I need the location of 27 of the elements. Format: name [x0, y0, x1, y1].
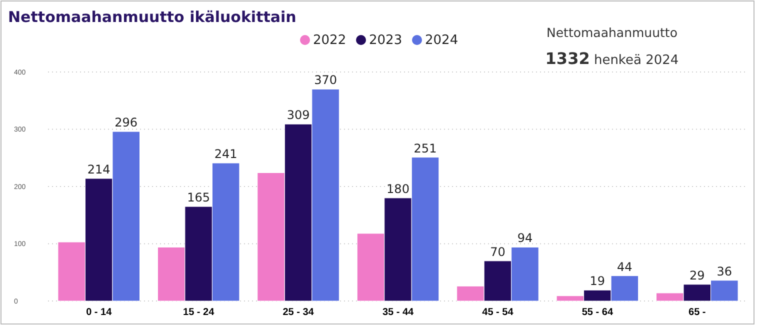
data-label: 296: [114, 116, 138, 130]
text: Nettomaahanmuutto: [546, 25, 678, 40]
data-label: 70: [490, 244, 506, 259]
data-label: 309: [286, 108, 310, 122]
data-label: 29: [690, 268, 705, 282]
data-label: 214: [87, 162, 110, 176]
x-tick-label: 35 - 44: [382, 307, 414, 318]
text: 1332 henkeä 2024: [545, 49, 679, 68]
x-tick-label: 55 - 64: [582, 307, 614, 318]
legend-label: 2022: [313, 33, 346, 48]
data-label: 44: [617, 260, 632, 274]
data-label: 36: [716, 264, 732, 278]
data-label: 241: [214, 147, 238, 162]
data-label: 94: [517, 231, 533, 246]
data-label: 19: [590, 274, 606, 288]
data-label: 370: [314, 73, 337, 88]
x-tick-label: 15 - 24: [183, 307, 215, 318]
legend-label: 2024: [425, 33, 458, 48]
x-tick-label: 65 -: [688, 307, 706, 318]
x-tick-label: 25 - 34: [282, 307, 314, 318]
legend-label: 2023: [369, 33, 402, 48]
data-label: 165: [187, 190, 210, 205]
data-label: 251: [414, 141, 437, 156]
x-tick-label: 0 - 14: [86, 307, 112, 318]
x-tick-label: 45 - 54: [482, 307, 514, 318]
chart-title: Nettomaahanmuutto ikäluokittain: [8, 8, 296, 26]
data-label: 180: [386, 182, 410, 196]
